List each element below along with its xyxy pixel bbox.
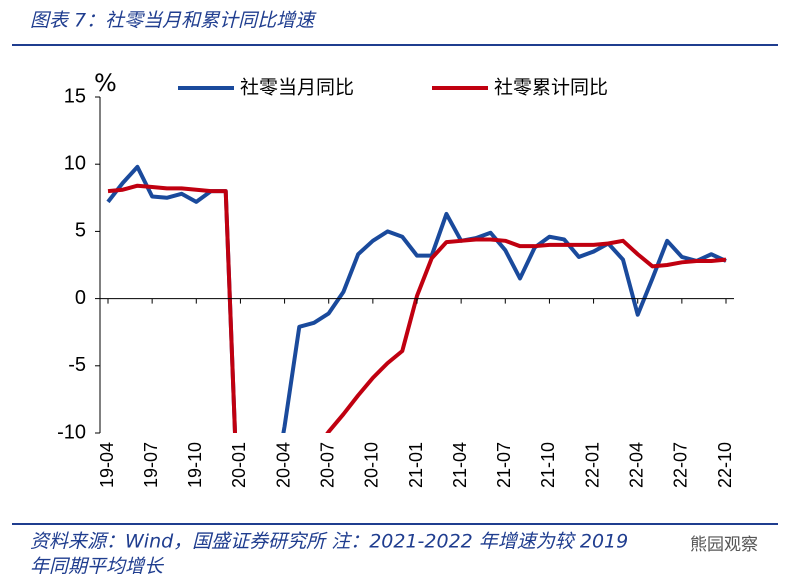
x-tick-label: 20-04 [273,442,293,488]
x-tick-label: 19-10 [185,442,205,488]
x-tick-label: 21-10 [538,442,558,488]
legend-label: 社零当月同比 [240,77,354,99]
watermark: 熊园观察 [690,535,758,555]
line-series [106,164,727,433]
y-unit: % [94,69,117,97]
source-note: 年同期平均增长 [30,556,165,578]
y-tick-label: 10 [64,152,86,174]
x-tick-label: 21-07 [494,442,514,488]
source-note: 资料来源：Wind，国盛证券研究所 注：2021-2022 年增速为较 2019 [30,531,628,553]
y-tick-label: 15 [64,85,86,107]
x-tick-label: 22-04 [626,442,646,488]
x-tick-label: 20-07 [317,442,337,488]
y-tick-label: 5 [75,220,86,242]
y-tick-label: -5 [68,354,86,376]
x-tick-label: 22-10 [715,442,735,488]
chart-title: 图表 7：社零当月和累计同比增速 [30,10,317,32]
x-tick-label: 21-01 [406,442,426,488]
x-tick-label: 22-07 [671,442,691,488]
y-tick-label: 0 [75,287,86,309]
plot-area [106,164,727,433]
x-tick-label: 22-01 [582,442,602,488]
x-tick-label: 21-04 [450,442,470,488]
x-tick-label: 20-10 [362,442,382,488]
x-tick-label: 19-04 [97,442,117,488]
y-tick-label: -10 [57,421,86,443]
line-series [107,183,727,433]
legend-label: 社零累计同比 [494,77,608,99]
x-tick-label: 20-01 [229,442,249,488]
x-tick-label: 19-07 [141,442,161,488]
